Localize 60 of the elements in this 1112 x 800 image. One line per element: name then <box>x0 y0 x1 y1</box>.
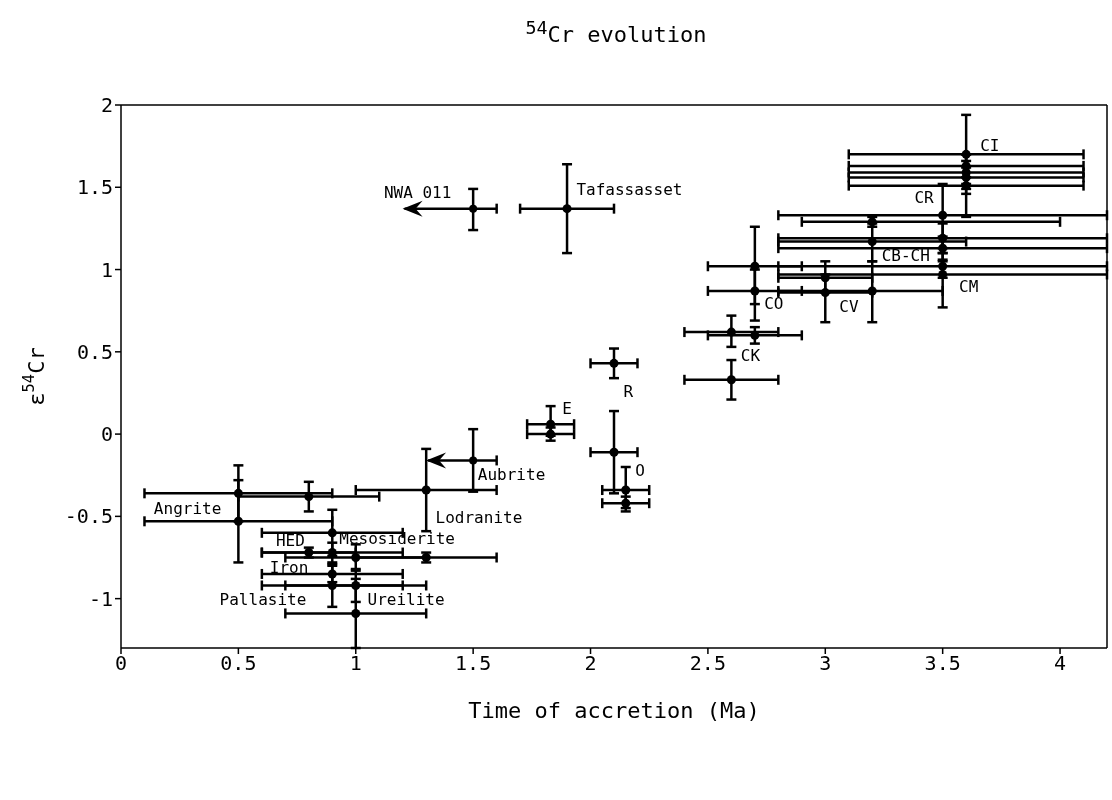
x-tick-label: 2 <box>584 651 597 676</box>
x-tick-label: 1.5 <box>455 651 492 676</box>
point <box>327 569 337 579</box>
x-tick-label: 2.5 <box>689 651 726 676</box>
y-tick-label: 2 <box>100 93 113 118</box>
x-tick-label: 0.5 <box>220 651 257 676</box>
annotation: CO <box>764 293 784 313</box>
y-tick-label: -1 <box>88 586 113 611</box>
x-tick-label: 3.5 <box>924 651 961 676</box>
annotation: Iron <box>269 558 309 578</box>
point <box>421 485 431 495</box>
y-tick-label: 1 <box>100 257 113 282</box>
annotation: Tafassasset <box>576 180 683 200</box>
chart-title: $^{54}$Cr evolution <box>524 16 708 48</box>
y-tick-label: 0.5 <box>76 339 113 364</box>
annotation: Lodranite <box>435 507 523 527</box>
point <box>327 528 337 538</box>
annotation: E <box>562 398 572 418</box>
point <box>351 608 361 618</box>
x-axis-title: Time of accretion (Ma) <box>468 698 760 723</box>
annotation: CK <box>740 346 761 366</box>
point <box>938 210 948 220</box>
point <box>750 286 760 296</box>
annotation: Aubrite <box>477 464 546 484</box>
point <box>938 233 948 243</box>
point <box>726 327 736 337</box>
annotation: CR <box>914 188 935 208</box>
point <box>750 261 760 271</box>
annotation: R <box>623 382 634 402</box>
point <box>750 330 760 340</box>
point <box>726 375 736 385</box>
annotation: CM <box>959 277 979 297</box>
y-tick-label: 0 <box>100 422 113 447</box>
annotation: Angrite <box>153 499 222 519</box>
point <box>233 488 243 498</box>
annotation: CB-CH <box>881 245 930 265</box>
annotation: Pallasite <box>219 589 307 609</box>
point <box>820 273 830 283</box>
y-tick-label: 1.5 <box>76 175 113 200</box>
x-tick-label: 1 <box>349 651 362 676</box>
point <box>562 204 572 214</box>
point <box>609 447 619 457</box>
annotation: Mesosiderite <box>339 528 455 548</box>
point <box>609 358 619 368</box>
annotation: CV <box>839 296 859 316</box>
annotation: HED <box>275 531 305 551</box>
point <box>961 149 971 159</box>
y-tick-label: -0.5 <box>64 504 113 529</box>
point <box>351 580 361 590</box>
x-tick-label: 3 <box>819 651 832 676</box>
annotation: Ureilite <box>367 589 445 609</box>
point <box>820 288 830 298</box>
annotation: CI <box>980 135 1000 155</box>
annotation: NWA 011 <box>383 183 452 203</box>
annotation: O <box>635 461 645 481</box>
point <box>938 261 948 271</box>
point <box>546 419 556 429</box>
x-tick-label: 4 <box>1054 651 1067 676</box>
point <box>867 286 877 296</box>
point <box>233 516 243 526</box>
